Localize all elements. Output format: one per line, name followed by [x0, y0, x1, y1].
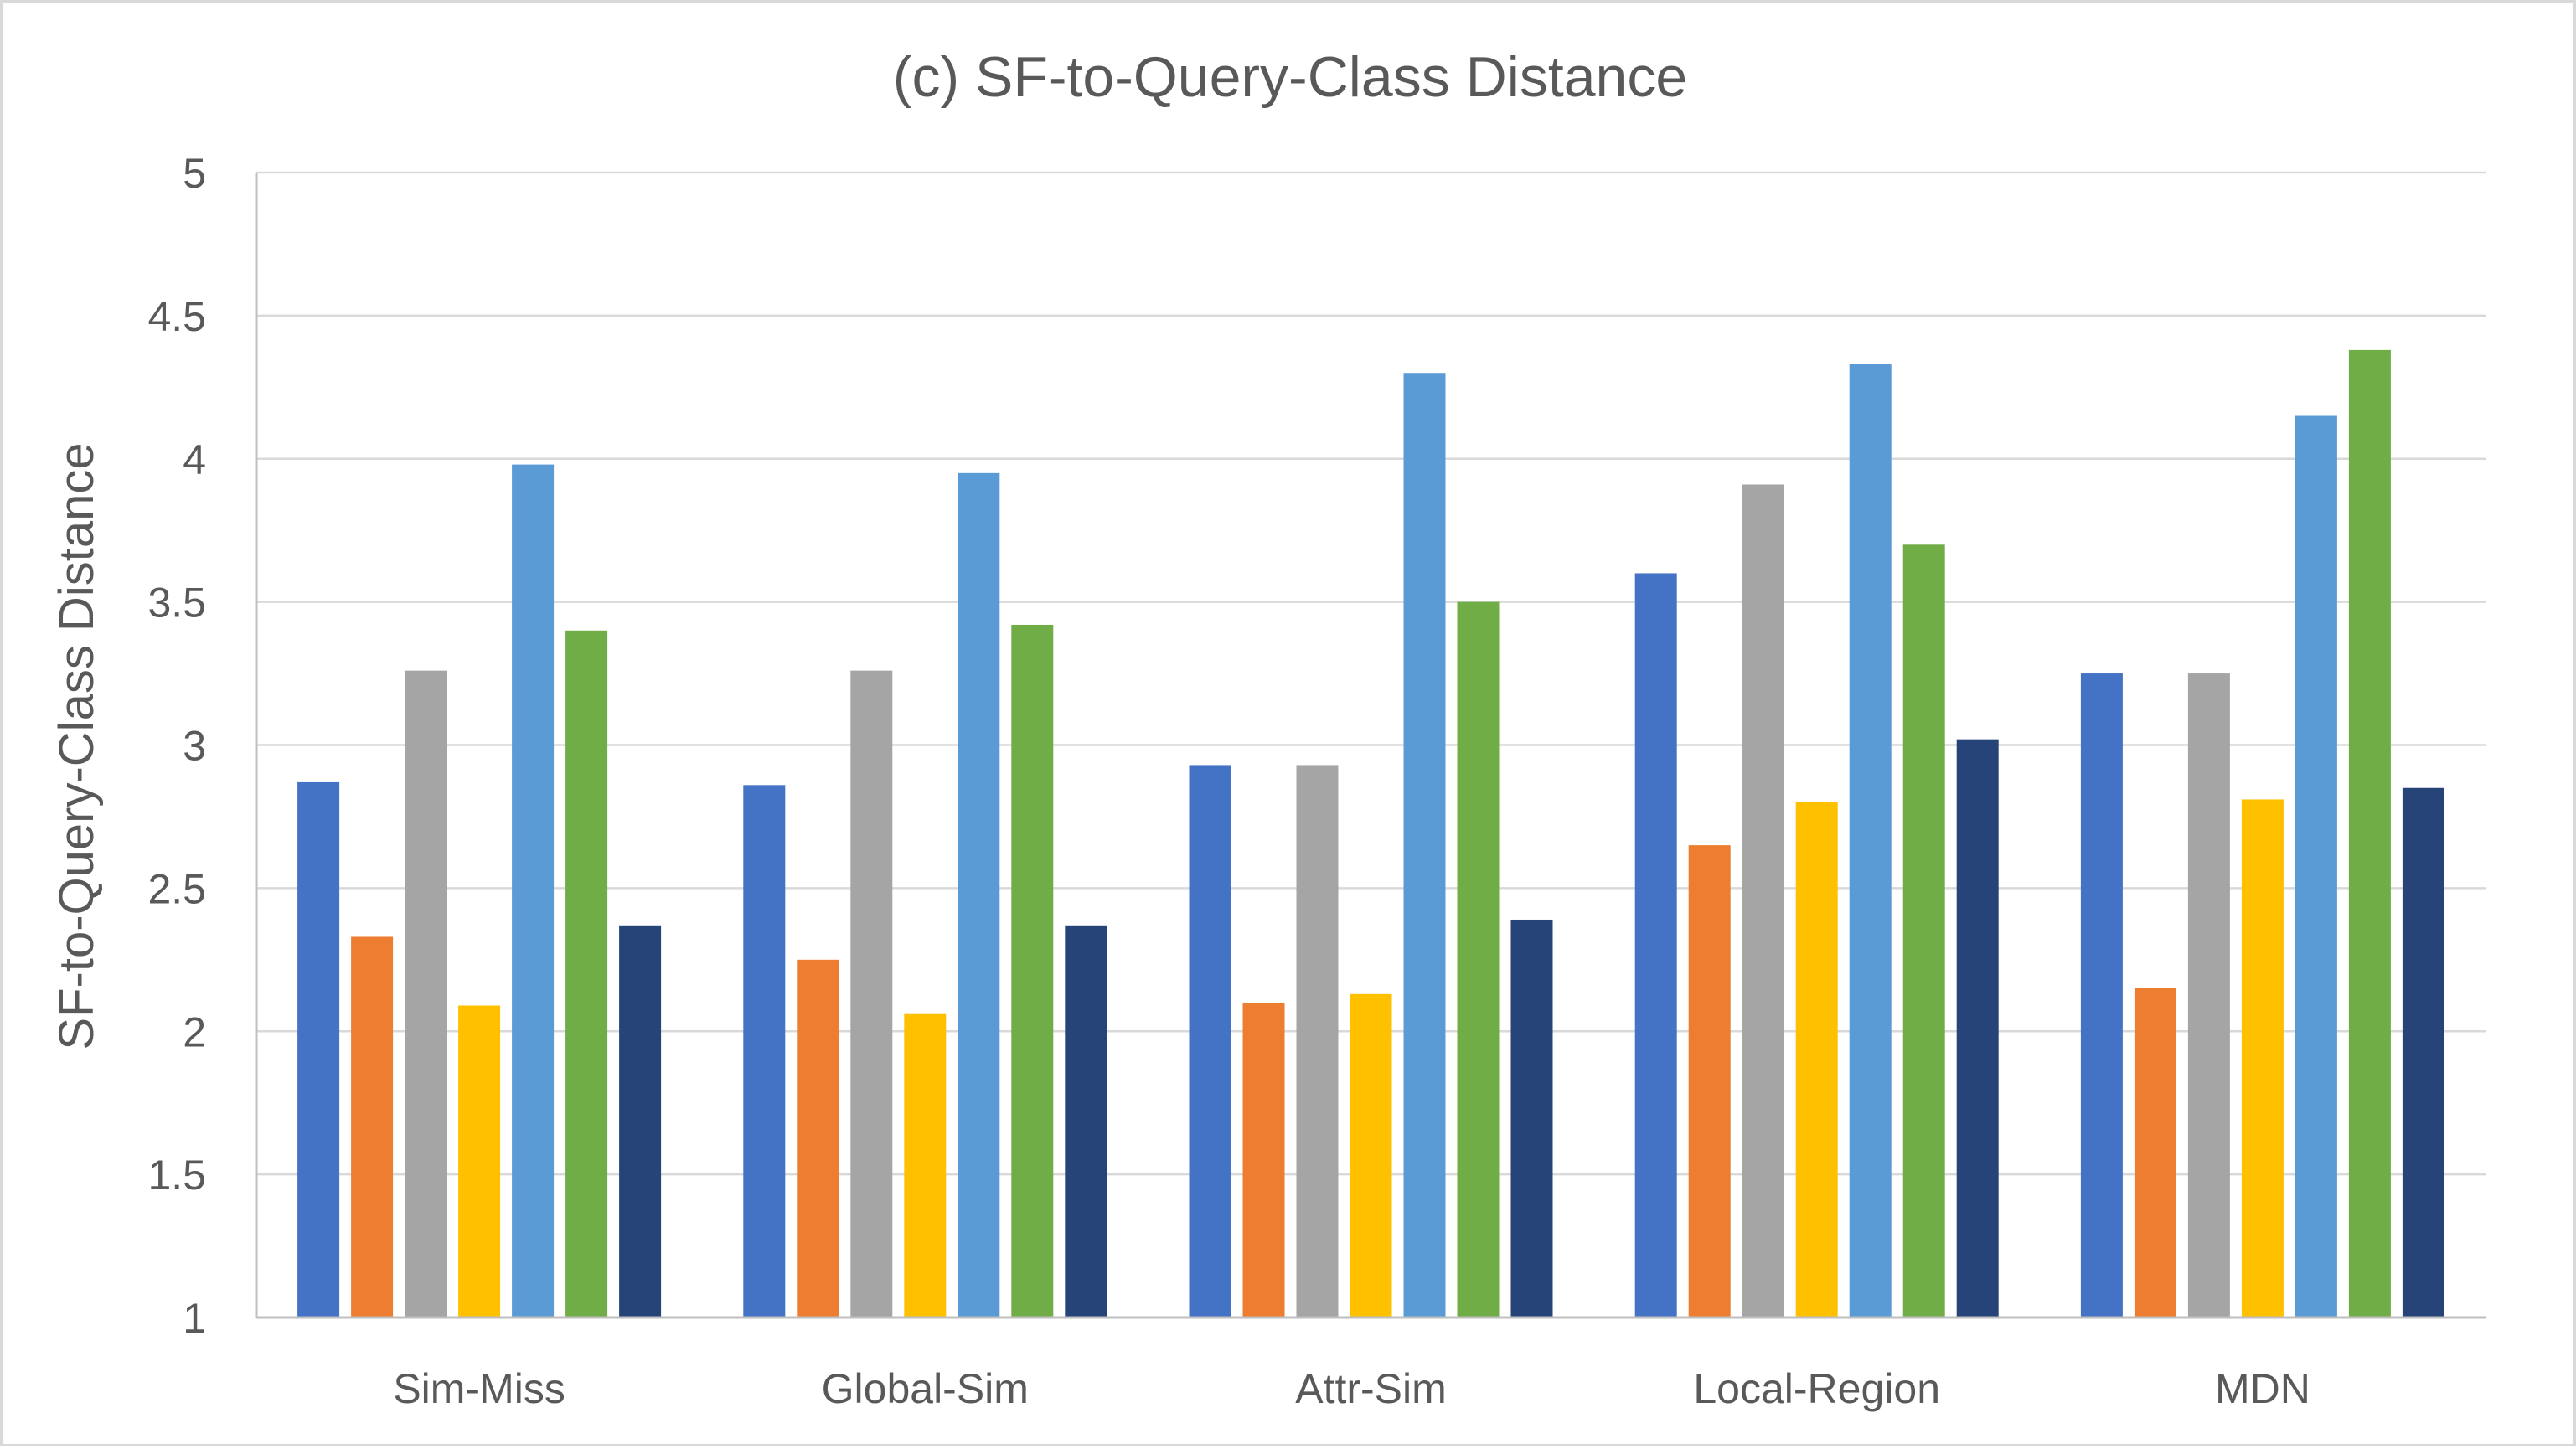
y-tick-label: 5: [183, 150, 206, 197]
bar-sim-miss-series-2: [351, 936, 394, 1318]
bar-local-region-series-6: [1902, 544, 1945, 1318]
bar-local-region-series-2: [1688, 845, 1731, 1318]
bar-attr-sim-series-5: [1403, 373, 1446, 1318]
y-tick-labels: 1 1.5 2 2.5 3 3.5 4 4.5 5: [147, 150, 206, 1342]
x-tick-label: Attr-Sim: [1295, 1365, 1447, 1412]
y-axis-label: SF-to-Query-Class Distance: [49, 442, 104, 1049]
bar-mdn-series-1: [2080, 673, 2123, 1318]
bar-chart: (c) SF-to-Query-Class Distance 1 1.5 2 2.5 3…: [49, 45, 2486, 1412]
bar-sim-miss-series-1: [297, 781, 340, 1318]
bar-sim-miss-series-7: [619, 925, 662, 1318]
chart-title: (c) SF-to-Query-Class Distance: [893, 45, 1687, 109]
x-tick-labels: Sim-Miss Global-Sim Attr-Sim Local-Region MD…: [393, 1365, 2310, 1412]
y-tick-label: 3: [183, 723, 206, 770]
bar-mdn-series-3: [2187, 673, 2230, 1318]
x-tick-label: Sim-Miss: [393, 1365, 565, 1412]
bar-attr-sim-series-7: [1510, 919, 1553, 1318]
bar-local-region-series-1: [1634, 573, 1677, 1318]
x-tick-label: Local-Region: [1693, 1365, 1940, 1412]
bar-attr-sim-series-6: [1457, 601, 1500, 1318]
axes: [255, 173, 2486, 1319]
bar-sim-miss-series-6: [565, 630, 608, 1318]
x-tick-label: Global-Sim: [822, 1365, 1029, 1412]
bar-global-sim-series-4: [904, 1013, 947, 1318]
bar-global-sim-series-6: [1011, 624, 1054, 1318]
bar-local-region-series-7: [1956, 739, 1999, 1318]
bar-local-region-series-4: [1795, 802, 1838, 1318]
y-tick-label: 1.5: [147, 1152, 206, 1199]
bar-global-sim-series-1: [743, 785, 786, 1318]
bars: [297, 349, 2444, 1318]
bar-sim-miss-series-4: [458, 1005, 501, 1318]
bar-sim-miss-series-5: [512, 464, 555, 1318]
bar-local-region-series-3: [1742, 484, 1784, 1318]
bar-attr-sim-series-2: [1242, 1003, 1285, 1318]
bar-local-region-series-5: [1849, 364, 1892, 1318]
y-tick-label: 2.5: [147, 865, 206, 912]
bar-global-sim-series-2: [797, 959, 839, 1318]
bar-mdn-series-4: [2241, 799, 2284, 1318]
bar-attr-sim-series-1: [1189, 765, 1231, 1318]
y-tick-label: 3.5: [147, 580, 206, 627]
x-tick-label: MDN: [2215, 1365, 2310, 1412]
y-tick-label: 4: [183, 436, 206, 483]
bar-sim-miss-series-3: [405, 670, 447, 1318]
bar-mdn-series-6: [2348, 349, 2391, 1318]
bar-global-sim-series-5: [958, 472, 1000, 1318]
y-tick-label: 2: [183, 1008, 206, 1055]
bar-global-sim-series-3: [850, 670, 893, 1318]
bar-global-sim-series-7: [1065, 925, 1107, 1318]
y-tick-label: 1: [183, 1295, 206, 1342]
bar-mdn-series-2: [2134, 987, 2176, 1318]
bar-attr-sim-series-4: [1350, 993, 1392, 1318]
bar-mdn-series-7: [2402, 787, 2444, 1318]
bar-attr-sim-series-3: [1296, 765, 1339, 1318]
bar-mdn-series-5: [2295, 415, 2337, 1318]
y-tick-label: 4.5: [147, 293, 206, 340]
